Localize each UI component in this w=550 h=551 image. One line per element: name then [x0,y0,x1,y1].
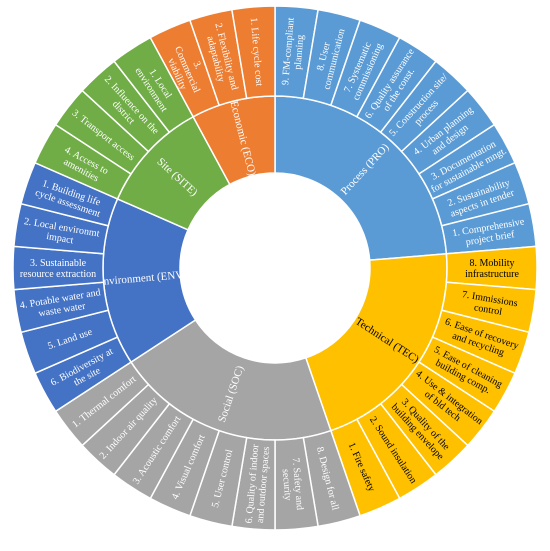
criterion-label-line: resource extraction [20,269,96,280]
criterion-label-line: 3. Sustainable [30,258,87,269]
criterion-label-7-safety-and-security: 7. Safety andsecurity [279,457,305,511]
criterion-label-8-mobility-infrastructure: 8. Mobility infrastructure [465,258,519,280]
criterion-label-line: planning [292,34,306,70]
criterion-label-line: security [280,469,294,501]
criterion-label-line: control [473,302,503,318]
category-ring: Process (PRO)Technical (TEC)Social (SOC)… [97,95,448,441]
criterion-label-line: 7. Safety and [290,457,305,510]
criterion-label-line: 8. Mobility [469,258,514,269]
criterion-label-9-fm-compliant-planning: 9. FM-compliantplanning [280,17,308,87]
center-hole [180,173,370,363]
criterion-label-line: impact [46,231,75,246]
criterion-label-line: infrastructure [465,269,519,280]
criterion-label-3-sustainable-resource-extraction: 3. Sustainable resource extraction [20,258,96,280]
criterion-segment-1-life-cycle-cost [231,5,276,100]
criterion-label-line: 3. [190,60,203,71]
criteria-ring: 9. FM-compliantplanning 8. Usercommunicat… [12,5,538,531]
